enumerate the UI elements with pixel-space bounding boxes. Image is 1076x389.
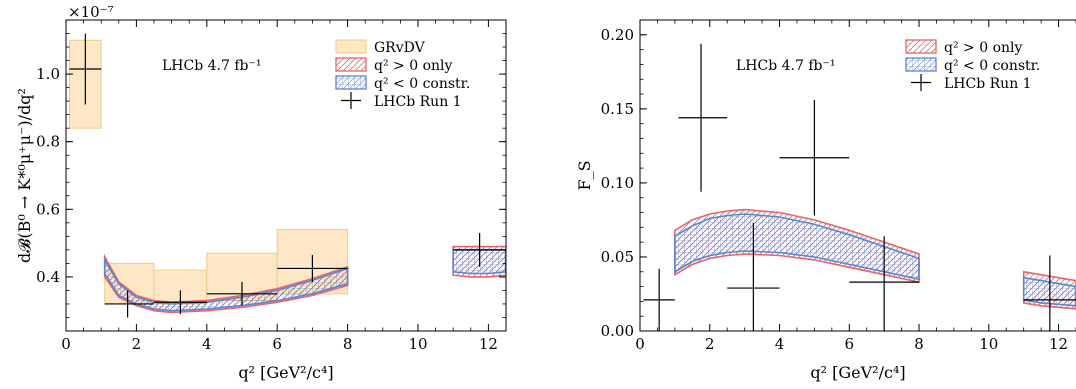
x-tick-label: 10 xyxy=(979,335,998,353)
legend-swatch-q2-negative xyxy=(905,57,937,72)
x-tick-label: 8 xyxy=(914,335,924,353)
data-point xyxy=(104,290,154,318)
legend-swatch-q2-negative xyxy=(335,75,367,90)
y-tick-label: 0.05 xyxy=(601,248,634,266)
luminosity-annotation: LHCb 4.7 fb⁻¹ xyxy=(736,58,836,74)
legend-label: GRvDV xyxy=(374,40,426,56)
data-point xyxy=(69,33,102,105)
data-point xyxy=(643,268,675,331)
y-tick-label: 0.10 xyxy=(601,174,634,192)
band-q2-negative xyxy=(674,213,920,281)
y-tick-label: 0.4 xyxy=(36,268,60,286)
legend-item: q² < 0 constr. xyxy=(905,57,1040,74)
x-tick-label: 6 xyxy=(272,335,282,353)
y-tick-label: 0.6 xyxy=(36,200,60,218)
y-tick-label: 0.8 xyxy=(36,133,60,151)
legend-swatch-q2-positive xyxy=(905,39,937,54)
y-tick-label: 1.0 xyxy=(36,65,60,83)
legend-swatch-q2-positive xyxy=(335,57,367,72)
y-axis-label: d𝓑(B⁰ → K*⁰μ⁺μ⁻)/dq² xyxy=(15,88,34,263)
x-tick-label: 12 xyxy=(1049,335,1068,353)
x-tick-label: 0 xyxy=(635,335,645,353)
data-point xyxy=(453,232,506,267)
x-axis-label: q² [GeV²/c⁴] xyxy=(238,363,333,382)
right-panel: 0 2 4 6 8 10 12 0.00 0.05 0.10 0.15 0.20 q² [GeV²/c⁴… xyxy=(575,19,1076,382)
legend-item: LHCb Run 1 xyxy=(911,74,1032,92)
data-point xyxy=(727,222,780,331)
data-point xyxy=(154,290,207,315)
legend-item: LHCb Run 1 xyxy=(341,92,462,110)
axes-frame xyxy=(639,19,1076,332)
legend-label: q² > 0 only xyxy=(374,58,452,74)
legend: q² > 0 only q² < 0 constr. LHCb Run 1 xyxy=(905,39,1040,92)
x-tick-label: 10 xyxy=(408,335,427,353)
plot-area xyxy=(643,43,1076,331)
x-tick-label: 4 xyxy=(775,335,785,353)
x-tick-label: 2 xyxy=(132,335,142,353)
data-point xyxy=(206,281,278,306)
legend-item: GRvDV xyxy=(335,39,426,56)
legend-item: q² > 0 only xyxy=(335,57,452,74)
legend-label: q² > 0 only xyxy=(944,40,1022,56)
legend-label: q² < 0 constr. xyxy=(374,76,470,92)
band-q2-negative xyxy=(103,257,349,312)
data-point xyxy=(1023,255,1076,331)
x-tick-label: 6 xyxy=(845,335,855,353)
y-tick-label: 0.15 xyxy=(601,100,634,118)
x-tick-label: 4 xyxy=(202,335,212,353)
y-tick-label: 0.20 xyxy=(601,26,634,44)
y-axis-exponent: ×10⁻⁷ xyxy=(68,3,114,21)
plot-area xyxy=(69,33,506,318)
data-point xyxy=(849,236,920,331)
legend-item: q² > 0 only xyxy=(905,39,1022,56)
legend-label: LHCb Run 1 xyxy=(944,76,1032,92)
data-point xyxy=(678,43,728,192)
luminosity-annotation: LHCb 4.7 fb⁻¹ xyxy=(162,58,262,74)
x-tick-label: 12 xyxy=(479,335,498,353)
legend-label: q² < 0 constr. xyxy=(944,58,1040,74)
legend-swatch-grvdv xyxy=(335,39,367,54)
x-tick-label: 0 xyxy=(61,335,71,353)
legend-item: q² < 0 constr. xyxy=(335,75,470,92)
left-panel: 0 2 4 6 8 10 12 0.4 0.6 0.8 1.0 q² [GeV²/c⁴] d𝓑(B⁰ →… xyxy=(15,3,507,382)
y-axis-label: F_S xyxy=(575,160,594,190)
data-point xyxy=(277,254,348,282)
legend: GRvDV q² > 0 only q² < 0 constr. LHCb Run 1 xyxy=(335,39,470,110)
legend-label: LHCb Run 1 xyxy=(374,94,462,110)
x-axis-label: q² [GeV²/c⁴] xyxy=(810,363,905,382)
y-tick-label: 0.00 xyxy=(601,322,634,340)
x-tick-label: 2 xyxy=(705,335,715,353)
x-tick-label: 8 xyxy=(343,335,353,353)
data-point xyxy=(779,99,850,216)
